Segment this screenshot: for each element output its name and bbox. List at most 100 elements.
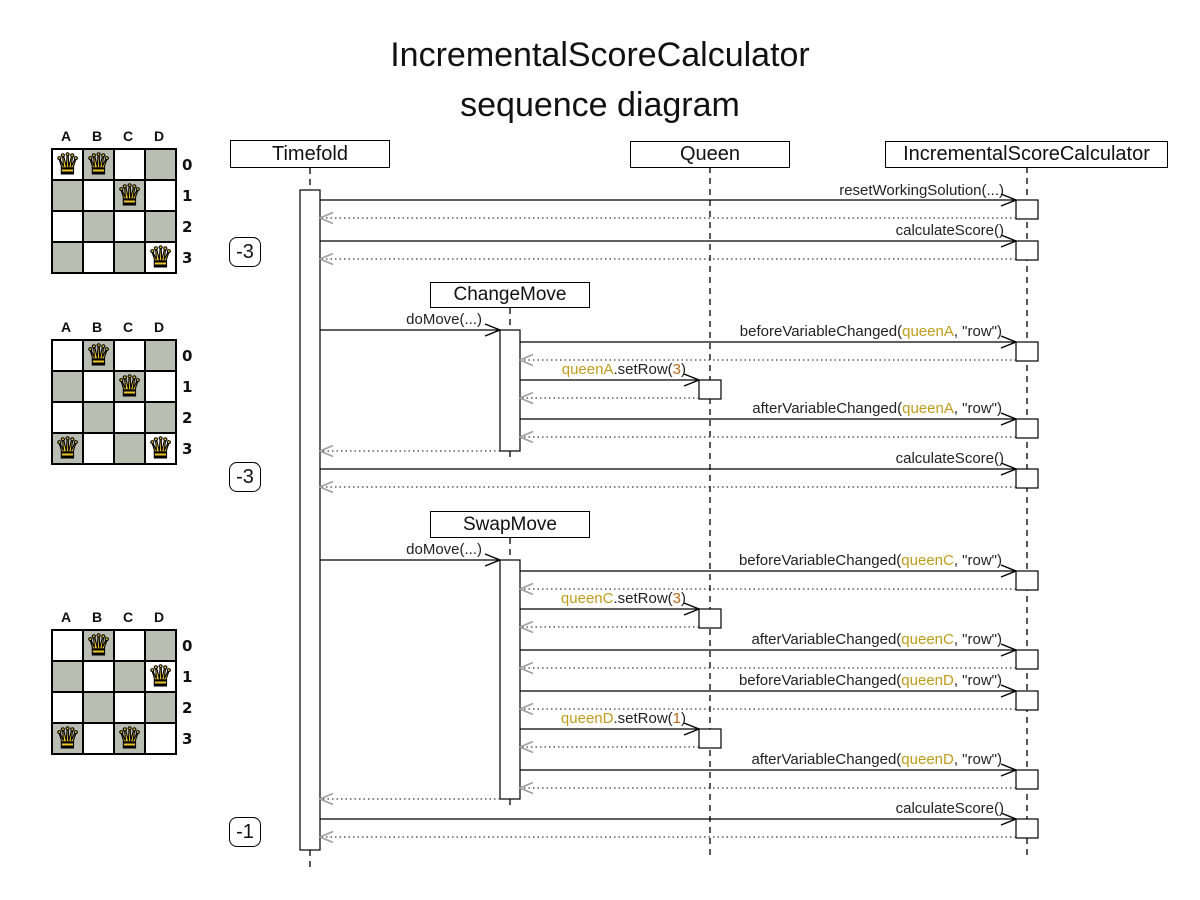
score-value: -3: [236, 240, 254, 263]
score-badge: -3: [229, 237, 261, 267]
board-row-label: 2: [182, 408, 193, 427]
participant-timefold-label: Timefold: [272, 142, 348, 165]
call-arrowheads: [484, 193, 1018, 826]
queen-icon: ♛: [147, 659, 174, 693]
board-cell-C2: [114, 692, 145, 723]
board-row-label: 2: [182, 217, 193, 236]
board-row-label: 2: [182, 698, 193, 717]
score-value: -1: [236, 820, 254, 843]
board-cell-B1: [83, 180, 114, 211]
queen-icon: ♛: [54, 431, 81, 465]
message-after-variable-changed-queenD: afterVariableChanged(queenD, "row"): [751, 751, 1002, 768]
board-column-label: C: [122, 319, 135, 335]
board-column-label: C: [122, 609, 135, 625]
board-cell-C1: ♛: [114, 180, 145, 211]
calculator-activation: [1015, 418, 1039, 439]
calculator-activation: [1015, 649, 1039, 670]
score-value: -3: [236, 465, 254, 488]
board-column-label: B: [91, 128, 104, 144]
board-cell-D2: [145, 211, 176, 242]
activation-bars: [299, 189, 1039, 851]
queen-icon: ♛: [116, 369, 143, 403]
calculator-activation: [1015, 570, 1039, 591]
board-cell-A0: [52, 630, 83, 661]
board-cell-C2: [114, 402, 145, 433]
message-calculate-score: calculateScore(): [895, 800, 1004, 817]
board-cell-C0: [114, 340, 145, 371]
participant-queen-label: Queen: [679, 143, 741, 165]
changemove-activation: [499, 329, 521, 452]
participant-queen: Queen: [630, 141, 790, 168]
board-cell-C3: ♛: [114, 723, 145, 754]
queen-icon: ♛: [54, 147, 81, 181]
board-cell-C1: ♛: [114, 371, 145, 402]
board-cell-D1: [145, 371, 176, 402]
participant-timefold: Timefold: [230, 140, 390, 168]
return-lines: [320, 217, 1016, 838]
board-cell-A1: [52, 661, 83, 692]
board-cell-A0: ♛: [52, 149, 83, 180]
board-row-label: 3: [182, 729, 193, 748]
score-badge: -1: [229, 817, 261, 847]
board-column-label: A: [60, 609, 73, 625]
board-column-label: D: [153, 128, 166, 144]
board-row-label: 0: [182, 636, 193, 655]
changemove-box: ChangeMove: [430, 282, 590, 308]
page-title-line1: IncrementalScoreCalculator: [390, 36, 810, 74]
board-cell-B1: [83, 661, 114, 692]
board-row-label: 3: [182, 248, 193, 267]
queen-activation: [698, 379, 722, 400]
board-column-label: A: [60, 128, 73, 144]
board-cell-D0: [145, 630, 176, 661]
board-row-label: 0: [182, 346, 193, 365]
board-column-label: B: [91, 319, 104, 335]
board-column-label: C: [122, 128, 135, 144]
board-cell-B3: [83, 723, 114, 754]
board-cell-C0: [114, 630, 145, 661]
board-cell-D2: [145, 692, 176, 723]
board-cell-A3: [52, 242, 83, 273]
board-cell-A0: [52, 340, 83, 371]
board-row-label: 3: [182, 439, 193, 458]
board-cell-B0: ♛: [83, 630, 114, 661]
board-cell-D0: [145, 340, 176, 371]
queen-icon: ♛: [147, 431, 174, 465]
timefold-activation: [299, 189, 321, 851]
board-column-label: D: [153, 319, 166, 335]
message-calculate-score: calculateScore(): [895, 450, 1004, 467]
board-cell-C0: [114, 149, 145, 180]
call-lines: [320, 199, 1016, 820]
message-after-variable-changed-queenC: afterVariableChanged(queenC, "row"): [751, 631, 1002, 648]
board-cell-D2: [145, 402, 176, 433]
queen-icon: ♛: [85, 628, 112, 662]
changemove-label: ChangeMove: [453, 284, 567, 305]
board-cell-A3: ♛: [52, 723, 83, 754]
participant-calculator: IncrementalScoreCalculator: [885, 141, 1168, 168]
return-arrowheads: [317, 211, 534, 844]
board-cell-C3: [114, 242, 145, 273]
board-cell-D3: ♛: [145, 433, 176, 464]
board-row-label: 1: [182, 377, 193, 396]
message-after-variable-changed-queenA: afterVariableChanged(queenA, "row"): [752, 400, 1002, 417]
swapmove-box: SwapMove: [430, 511, 590, 538]
board-cell-D1: ♛: [145, 661, 176, 692]
calculator-activation: [1015, 240, 1039, 261]
board-cell-B3: [83, 433, 114, 464]
calculator-activation: [1015, 341, 1039, 362]
calculator-activation: [1015, 199, 1039, 220]
board-grid: ♛ ♛ ♛ ♛: [51, 629, 177, 755]
board-cell-A3: ♛: [52, 433, 83, 464]
board-cell-B0: ♛: [83, 149, 114, 180]
message-queenC-set-row: queenC.setRow(3): [560, 590, 686, 607]
board-column-label: A: [60, 319, 73, 335]
board-cell-D3: ♛: [145, 242, 176, 273]
board-cell-A2: [52, 402, 83, 433]
message-queenD-set-row: queenD.setRow(1): [560, 710, 686, 727]
queen-icon: ♛: [116, 178, 143, 212]
message-do-move: doMove(...): [406, 541, 482, 558]
board-grid: ♛ ♛ ♛ ♛: [51, 339, 177, 465]
board-grid: ♛ ♛ ♛ ♛: [51, 148, 177, 274]
board-cell-D1: [145, 180, 176, 211]
